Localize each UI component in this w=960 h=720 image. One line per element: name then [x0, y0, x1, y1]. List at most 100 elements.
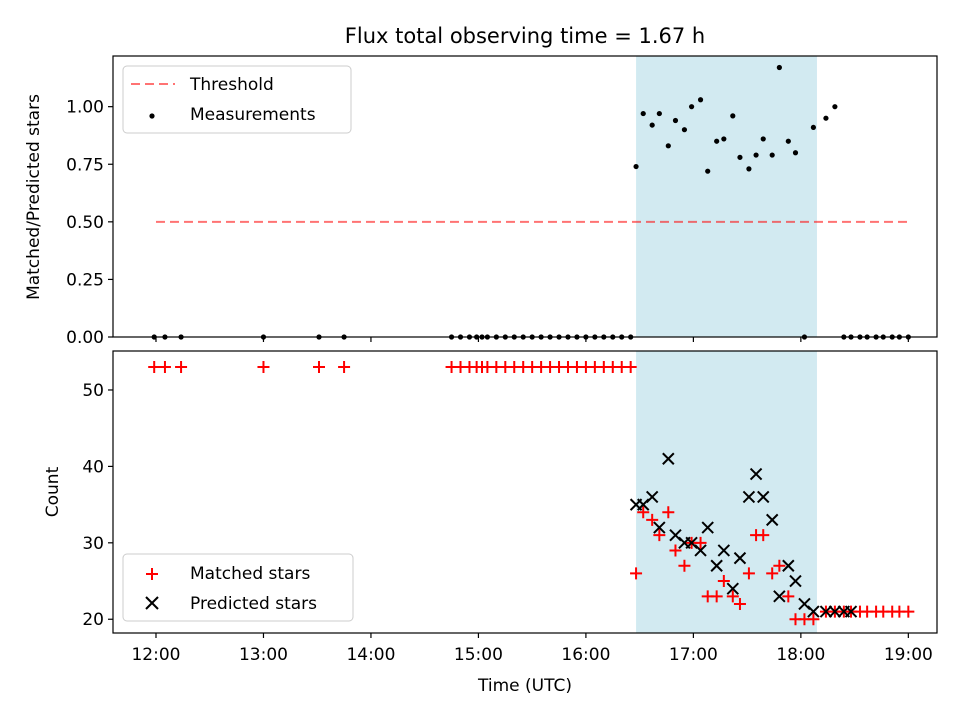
bottom-panel: 12:00 13:00 14:00 15:00 16:00 17:00 18:00 19:00…	[43, 350, 938, 696]
matched-star-point-27	[624, 361, 637, 374]
top-y-tick-label-0: 0.00	[66, 328, 104, 348]
matched-star-point-34	[678, 559, 691, 572]
measurement-point-41	[737, 154, 743, 160]
matched-star-point-45	[766, 567, 779, 580]
predicted-star-point-13	[733, 551, 747, 565]
bottom-y-axis-label: Count	[43, 466, 63, 517]
measurement-point-31	[656, 110, 662, 117]
measurement-point-39	[721, 136, 727, 142]
predicted-star-point-16	[757, 490, 770, 504]
measurement-point-44	[760, 136, 766, 142]
bottom-shaded-span	[636, 351, 817, 633]
bottom-axes-frame	[112, 350, 938, 634]
matched-star-point-28	[630, 567, 643, 580]
predicted-stars-points	[629, 452, 858, 618]
top-axis-ticks: 0.00 0.25 0.50 0.75 1.00	[66, 98, 909, 348]
matched-star-point-1	[158, 361, 171, 374]
predicted-star-point-9	[701, 521, 714, 534]
x-tick-label-0: 12:00	[131, 645, 180, 665]
x-tick-label-7: 19:00	[884, 645, 933, 665]
legend-measurements-swatch	[149, 113, 155, 119]
bottom-y-tick-label-0: 20	[82, 610, 104, 630]
legend-predicted-swatch	[145, 596, 159, 610]
predicted-star-point-8	[694, 544, 707, 557]
top-panel: 0.00 0.25 0.50 0.75 1.00 Matched/Predicted s…	[24, 55, 938, 348]
bottom-y-tick-label-3: 50	[82, 381, 104, 401]
matched-star-point-33	[669, 544, 682, 557]
top-legend: Threshold Measurements	[122, 65, 352, 134]
measurement-point-34	[681, 127, 688, 133]
matched-star-point-44	[757, 529, 770, 542]
measurement-point-29	[640, 110, 646, 117]
predicted-star-point-4	[662, 452, 675, 465]
measurement-point-37	[705, 168, 711, 174]
predicted-star-point-15	[749, 467, 763, 481]
predicted-star-point-26	[844, 605, 858, 618]
x-tick-label-6: 18:00	[776, 645, 825, 665]
measurement-point-36	[697, 97, 704, 103]
predicted-star-point-20	[789, 574, 802, 588]
top-y-tick-label-4: 1.00	[66, 98, 104, 118]
predicted-star-point-12	[726, 582, 739, 595]
matched-star-point-5	[338, 361, 351, 374]
measurement-point-40	[730, 113, 736, 119]
legend-measurements-label: Measurements	[190, 105, 316, 125]
matched-star-point-42	[742, 567, 755, 580]
top-axes-frame	[112, 55, 938, 338]
matched-star-point-31	[653, 529, 666, 542]
measurement-point-52	[832, 104, 838, 110]
predicted-star-point-23	[819, 605, 833, 618]
measurement-point-42	[746, 166, 752, 172]
measurement-point-43	[753, 152, 759, 158]
x-tick-label-4: 16:00	[561, 645, 610, 665]
measurement-point-30	[649, 122, 655, 128]
measurement-point-50	[810, 124, 817, 131]
matched-star-point-36	[694, 536, 707, 549]
top-y-tick-label-2: 0.50	[66, 213, 104, 233]
top-y-axis-label: Matched/Predicted stars	[24, 94, 44, 300]
bottom-y-tick-label-1: 30	[82, 534, 104, 554]
matched-star-point-41	[733, 597, 746, 610]
bottom-axis-ticks: 12:00 13:00 14:00 15:00 16:00 17:00 18:00 19:00…	[82, 381, 932, 665]
matched-stars-points	[148, 361, 915, 626]
matched-star-point-30	[646, 513, 659, 526]
matched-star-point-4	[313, 361, 325, 374]
matched-star-point-0	[148, 361, 161, 374]
predicted-star-point-14	[742, 490, 756, 504]
measurement-point-38	[714, 138, 720, 144]
predicted-star-point-3	[653, 521, 666, 534]
predicted-star-point-11	[717, 544, 731, 557]
bottom-legend: Matched stars Predicted stars	[122, 553, 354, 622]
measurement-point-46	[776, 64, 782, 71]
measurement-point-32	[665, 143, 671, 149]
x-axis-label: Time (UTC)	[477, 676, 572, 696]
x-tick-label-1: 13:00	[239, 645, 288, 665]
matched-star-point-50	[807, 613, 820, 626]
top-shaded-span	[636, 56, 817, 337]
measurement-point-45	[769, 152, 775, 158]
matched-star-point-40	[726, 590, 739, 603]
matched-star-point-61	[902, 605, 915, 618]
predicted-star-point-10	[710, 559, 723, 572]
x-tick-label-3: 15:00	[454, 645, 503, 665]
top-legend-box	[122, 65, 352, 134]
legend-threshold-label: Threshold	[189, 75, 274, 95]
measurement-point-28	[633, 163, 639, 170]
matched-star-point-47	[782, 590, 795, 603]
matched-star-point-2	[175, 361, 188, 374]
measurement-point-35	[688, 104, 695, 110]
matched-star-point-3	[257, 361, 270, 374]
legend-matched-swatch	[146, 568, 158, 580]
matched-star-point-29	[637, 506, 650, 519]
bottom-legend-box	[122, 553, 354, 622]
matched-star-point-46	[773, 559, 786, 572]
top-y-tick-label-3: 0.75	[66, 155, 104, 175]
predicted-star-point-17	[765, 513, 779, 527]
predicted-star-point-19	[782, 559, 795, 572]
predicted-star-point-24	[828, 605, 842, 618]
chart-title: Flux total observing time = 1.67 h	[345, 24, 705, 48]
x-tick-label-2: 14:00	[346, 645, 395, 665]
bottom-y-tick-label-2: 40	[82, 457, 104, 477]
predicted-star-point-22	[807, 605, 820, 618]
